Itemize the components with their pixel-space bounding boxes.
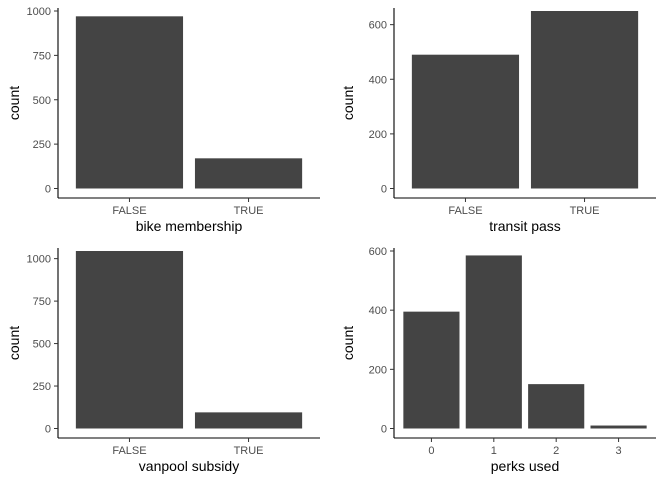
x-tick-label: TRUE [570, 205, 600, 217]
y-tick-label: 0 [45, 184, 51, 196]
y-tick-label: 400 [369, 74, 387, 86]
y-tick-label: 200 [369, 129, 387, 141]
x-tick-label: TRUE [234, 205, 264, 217]
y-tick-label: 1000 [27, 254, 51, 266]
y-tick-label: 0 [381, 184, 387, 196]
x-axis-title: vanpool subsidy [139, 458, 239, 474]
bar [411, 54, 520, 189]
y-tick-label: 0 [381, 424, 387, 436]
x-tick-label: 1 [491, 445, 497, 457]
y-tick-label: 750 [33, 50, 51, 62]
y-tick-label: 600 [369, 246, 387, 258]
x-axis-title: transit pass [489, 218, 561, 234]
bar [590, 425, 647, 429]
panel-4: 0 200 400 600 0 1 2 3 perks used count [340, 246, 656, 474]
x-axis-title: perks used [491, 458, 559, 474]
x-tick-label: FALSE [448, 205, 482, 217]
y-tick-label: 250 [33, 139, 51, 151]
y-tick-label: 500 [33, 95, 51, 107]
bar [194, 158, 303, 189]
bar [75, 251, 184, 429]
y-tick-label: 500 [33, 339, 51, 351]
y-tick-label: 200 [369, 364, 387, 376]
y-axis-title: count [340, 326, 356, 360]
bar [465, 255, 522, 429]
y-tick-label: 400 [369, 305, 387, 317]
x-axis-title: bike membership [136, 218, 243, 234]
y-tick-label: 0 [45, 424, 51, 436]
x-tick-label: 3 [616, 445, 622, 457]
x-tick-label: 2 [553, 445, 559, 457]
panel-2: 0 200 400 600 FALSE TRUE transit pass count [340, 8, 656, 234]
y-tick-label: 600 [369, 20, 387, 32]
y-axis-title: count [340, 86, 356, 120]
y-tick-label: 750 [33, 296, 51, 308]
bar [75, 16, 184, 189]
bar [530, 11, 639, 189]
y-tick-label: 1000 [27, 6, 51, 18]
x-tick-label: TRUE [234, 445, 264, 457]
x-tick-label: FALSE [112, 445, 146, 457]
bar [403, 311, 460, 429]
y-axis-title: count [6, 326, 22, 360]
bar [528, 384, 585, 429]
bar [194, 412, 303, 429]
x-tick-label: FALSE [112, 205, 146, 217]
y-tick-label: 250 [33, 381, 51, 393]
y-axis-title: count [6, 86, 22, 120]
x-tick-label: 0 [428, 445, 434, 457]
